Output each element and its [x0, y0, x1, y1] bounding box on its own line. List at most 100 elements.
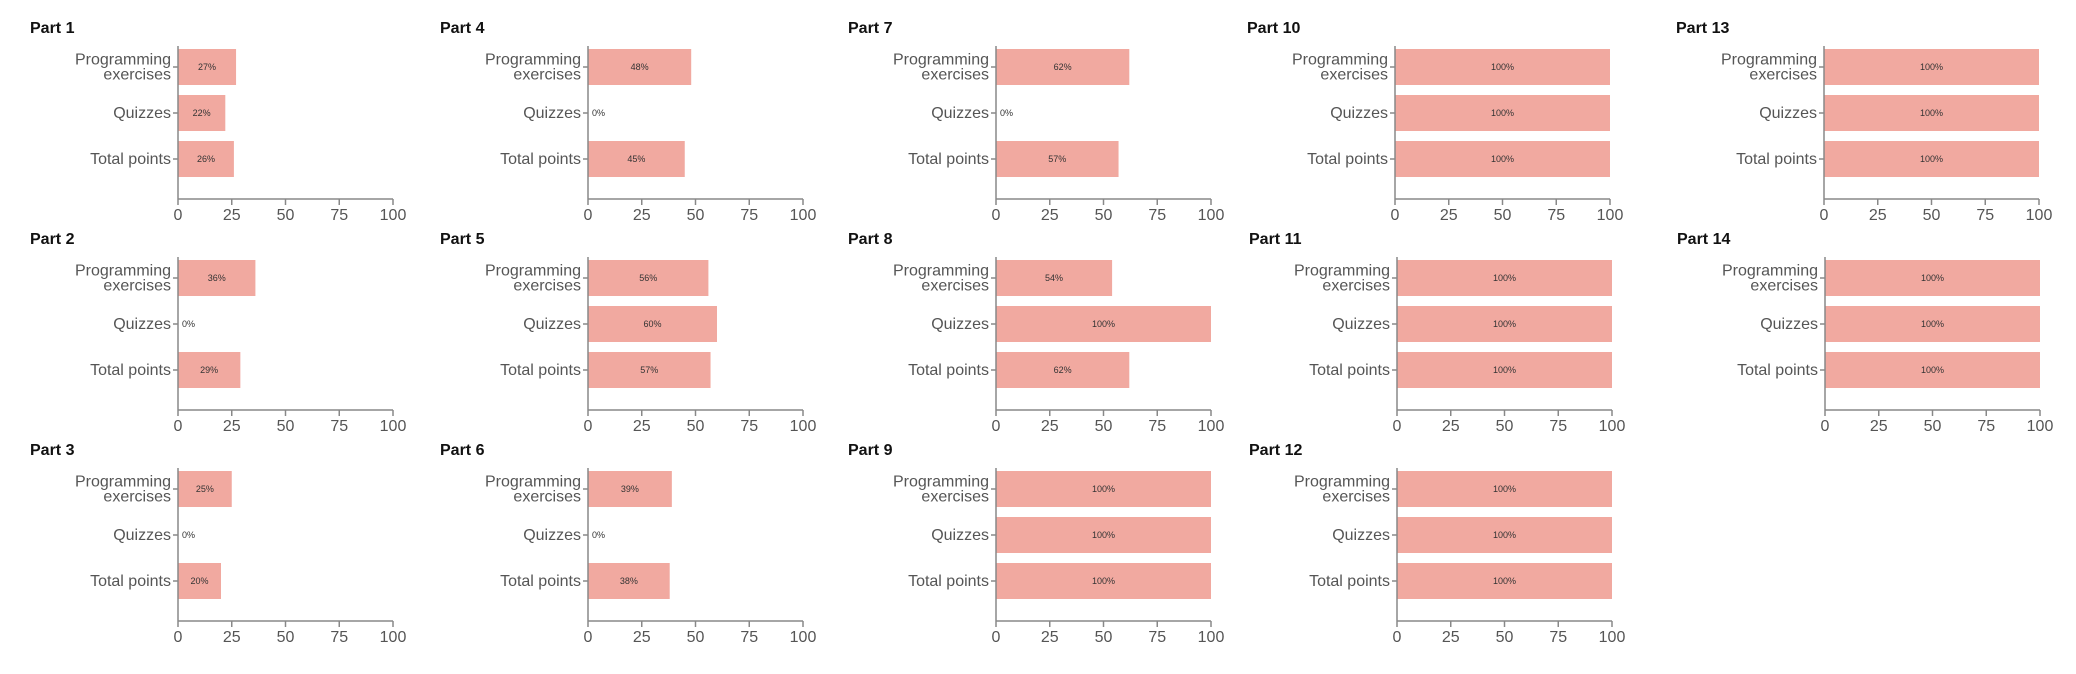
- value-label: 0%: [592, 108, 605, 118]
- x-tick-label: 100: [1198, 207, 1225, 224]
- chart-title: Part 10: [1247, 20, 1301, 37]
- category-label: Total points: [1736, 151, 1817, 168]
- value-label: 100%: [1092, 319, 1115, 329]
- chart-panel-part-4: Part 4 48% Programming exercises 0% Quizzes 45…: [440, 20, 840, 224]
- chart-panel-part-9: Part 9 100% Programming exercises 100% Quizze…: [848, 442, 1248, 646]
- x-tick-label: 75: [1547, 207, 1565, 224]
- x-tick-label: 75: [740, 207, 758, 224]
- category-label: Total points: [90, 573, 171, 590]
- x-tick-label: 100: [790, 418, 817, 435]
- x-tick-label: 25: [633, 418, 651, 435]
- x-tick-label: 0: [584, 207, 593, 224]
- category-label-line: Total points: [1307, 151, 1388, 168]
- chart-panel-part-7: Part 7 62% Programming exercises 0% Quizzes 57…: [848, 20, 1248, 224]
- value-label: 22%: [193, 108, 211, 118]
- category-label-line: Quizzes: [113, 527, 171, 544]
- bar-quizzes: [588, 306, 717, 342]
- x-tick-label: 25: [1440, 207, 1458, 224]
- x-tick-label: 75: [1148, 418, 1166, 435]
- bar-total-points: [1397, 352, 1612, 388]
- value-label: 54%: [1045, 273, 1063, 283]
- bar-total-points: [996, 141, 1119, 177]
- bar-total-points: [588, 141, 685, 177]
- category-label: Quizzes: [1760, 316, 1818, 333]
- x-tick-label: 0: [992, 207, 1001, 224]
- x-tick-label: 50: [1924, 418, 1942, 435]
- category-label-line: Total points: [1309, 362, 1390, 379]
- value-label: 100%: [1920, 108, 1943, 118]
- x-tick-label: 0: [174, 207, 183, 224]
- chart-panel-part-12: Part 12 100% Programming exercises 100% Quizz…: [1249, 442, 1649, 646]
- bar-total-points: [178, 352, 241, 388]
- value-label: 38%: [620, 576, 638, 586]
- chart-title: Part 4: [440, 20, 485, 37]
- chart-title: Part 8: [848, 231, 893, 248]
- x-tick-label: 0: [584, 629, 593, 646]
- bar-total-points: [588, 352, 711, 388]
- x-tick-label: 0: [1393, 418, 1402, 435]
- category-label-line: exercises: [103, 489, 171, 506]
- category-label-line: exercises: [103, 67, 171, 84]
- category-label-line: Total points: [908, 151, 989, 168]
- category-label: Total points: [90, 151, 171, 168]
- x-tick-label: 0: [1391, 207, 1400, 224]
- bar-total-points: [1395, 141, 1610, 177]
- value-label: 100%: [1920, 154, 1943, 164]
- chart-panel-part-6: Part 6 39% Programming exercises 0% Quizzes 38…: [440, 442, 840, 646]
- bar-quizzes: [996, 306, 1211, 342]
- x-tick-label: 100: [790, 629, 817, 646]
- category-label-line: Programming: [485, 474, 581, 491]
- value-label: 100%: [1921, 365, 1944, 375]
- x-tick-label: 75: [1148, 207, 1166, 224]
- x-tick-label: 50: [1496, 629, 1514, 646]
- category-label: Total points: [1309, 362, 1390, 379]
- category-label: Total points: [500, 362, 581, 379]
- category-label-line: exercises: [1320, 67, 1388, 84]
- category-label: Quizzes: [931, 527, 989, 544]
- x-tick-label: 75: [740, 629, 758, 646]
- x-tick-label: 50: [277, 629, 295, 646]
- x-tick-label: 75: [1977, 418, 1995, 435]
- x-tick-label: 25: [223, 207, 241, 224]
- category-label-line: Programming: [485, 263, 581, 280]
- value-label: 57%: [1048, 154, 1066, 164]
- chart-panel-part-2: Part 2 36% Programming exercises 0% Quizzes 29…: [30, 231, 430, 435]
- category-label-line: Programming: [75, 474, 171, 491]
- bar-programming-exercises: [1397, 260, 1612, 296]
- category-label-line: Programming: [1721, 52, 1817, 69]
- value-label: 100%: [1493, 484, 1516, 494]
- x-tick-label: 100: [380, 418, 407, 435]
- category-label-line: exercises: [1322, 278, 1390, 295]
- value-label: 100%: [1092, 576, 1115, 586]
- value-label: 25%: [196, 484, 214, 494]
- category-label: Quizzes: [113, 316, 171, 333]
- chart-panel-part-10: Part 10 100% Programming exercises 100% Quizz…: [1247, 20, 1647, 224]
- bar-programming-exercises: [1395, 49, 1610, 85]
- x-tick-label: 100: [2026, 207, 2053, 224]
- category-label: Total points: [500, 151, 581, 168]
- x-tick-label: 25: [1041, 629, 1059, 646]
- bar-programming-exercises: [996, 260, 1113, 296]
- chart-title: Part 14: [1677, 231, 1731, 248]
- category-label: Quizzes: [1759, 105, 1817, 122]
- bar-total-points: [996, 563, 1211, 599]
- value-label: 0%: [182, 319, 195, 329]
- bar-quizzes: [1397, 517, 1612, 553]
- category-label-line: Total points: [90, 573, 171, 590]
- value-label: 39%: [621, 484, 639, 494]
- x-tick-label: 75: [1549, 418, 1567, 435]
- chart-panel-part-3: Part 3 25% Programming exercises 0% Quizzes 20…: [30, 442, 430, 646]
- category-label: Quizzes: [1330, 105, 1388, 122]
- x-tick-label: 75: [330, 207, 348, 224]
- category-label-line: Total points: [90, 362, 171, 379]
- bar-programming-exercises: [178, 471, 232, 507]
